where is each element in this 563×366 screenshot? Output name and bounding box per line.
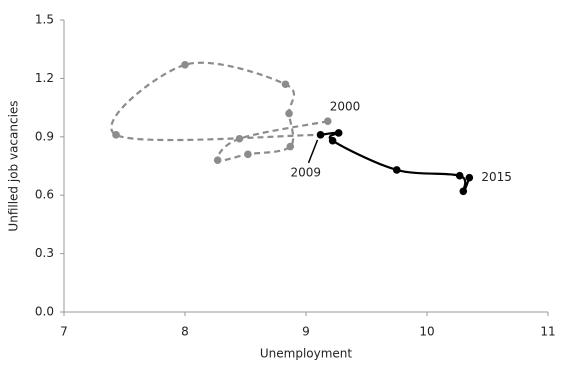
x-tick-label: 8 (181, 325, 189, 339)
point (281, 80, 290, 89)
point (244, 150, 252, 159)
x-tick-label: 7 (60, 325, 68, 339)
y-tick-label: 0.3 (35, 246, 54, 260)
point (181, 60, 189, 69)
point (316, 131, 325, 139)
x-tick-label: 11 (540, 325, 555, 339)
point (235, 134, 244, 143)
annotation: 2000 (330, 100, 361, 114)
point (286, 142, 295, 151)
y-tick-label: 0.0 (35, 305, 54, 319)
point (334, 129, 343, 137)
x-tick-label: 9 (302, 325, 310, 339)
y-tick-label: 0.9 (35, 129, 54, 143)
y-axis-label: Unfilled job vacancies (7, 100, 21, 231)
point (392, 166, 401, 174)
point (112, 131, 120, 139)
point (328, 136, 337, 145)
series-line (110, 61, 328, 162)
x-tick-label: 10 (419, 325, 434, 339)
point (465, 173, 474, 182)
y-tick-label: 0.6 (35, 188, 54, 202)
point (455, 171, 464, 180)
series-line (320, 131, 471, 193)
annotation-leader (307, 139, 319, 164)
point (323, 117, 332, 126)
y-tick-label: 1.2 (35, 71, 54, 85)
x-axis-label: Unemployment (260, 347, 353, 361)
y-tick-label: 1.5 (35, 13, 54, 27)
point (213, 156, 222, 164)
annotation: 2015 (481, 170, 512, 184)
point (459, 187, 468, 196)
annotation: 2009 (291, 165, 322, 179)
point (285, 109, 293, 118)
